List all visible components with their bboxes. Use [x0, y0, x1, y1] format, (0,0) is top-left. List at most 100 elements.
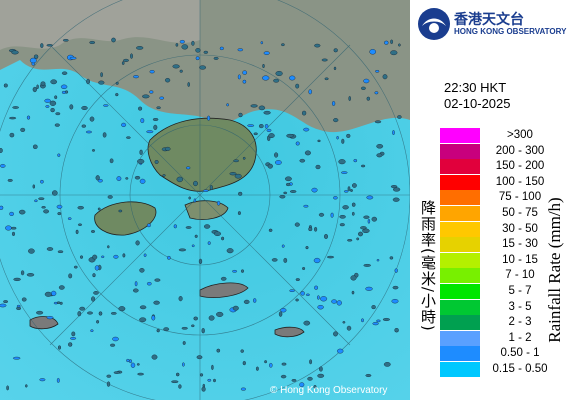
- echo: [382, 74, 388, 80]
- echo: [198, 258, 203, 265]
- island: [274, 326, 305, 338]
- echo: [125, 177, 129, 180]
- echo: [156, 106, 161, 109]
- echo: [179, 40, 185, 44]
- island: [199, 282, 249, 298]
- echo: [63, 39, 69, 42]
- echo: [5, 225, 12, 231]
- echo: [305, 246, 309, 250]
- echo: [128, 359, 132, 364]
- echo: [54, 95, 58, 99]
- echo: [101, 255, 105, 258]
- echo: [263, 51, 270, 55]
- echo: [321, 58, 328, 62]
- echo: [233, 159, 239, 163]
- echo: [295, 298, 299, 302]
- echo: [40, 43, 44, 48]
- echo: [154, 160, 159, 164]
- echo: [309, 359, 312, 365]
- echo: [390, 50, 398, 56]
- echo: [61, 71, 68, 75]
- echo: [350, 275, 357, 281]
- echo: [77, 223, 82, 226]
- echo: [191, 40, 195, 46]
- echo: [302, 110, 307, 116]
- echo: [182, 341, 186, 345]
- echo: [207, 115, 211, 121]
- echo: [350, 189, 353, 192]
- echo: [11, 231, 15, 236]
- echo: [151, 315, 156, 321]
- echo: [44, 98, 51, 103]
- echo: [68, 273, 73, 279]
- legend-label: 7 - 10: [505, 269, 535, 282]
- echo: [374, 120, 382, 124]
- echo: [393, 187, 401, 192]
- echo: [213, 378, 216, 383]
- echo: [303, 204, 309, 208]
- legend-title-zh: 降雨率(毫米/小時): [419, 200, 437, 332]
- echo: [346, 325, 352, 331]
- echo: [185, 226, 192, 229]
- echo: [351, 211, 355, 216]
- echo: [139, 305, 147, 310]
- echo: [232, 269, 238, 273]
- echo: [87, 311, 93, 315]
- legend-swatch: [440, 346, 480, 362]
- echo: [284, 176, 292, 182]
- logo-text-en: HONG KONG OBSERVATORY: [454, 27, 567, 36]
- echo: [90, 230, 95, 233]
- time: 22:30 HKT: [444, 80, 507, 95]
- lantau-island: [94, 201, 157, 236]
- echo: [342, 205, 349, 210]
- echo: [29, 57, 37, 64]
- echo: [229, 172, 237, 176]
- echo: [98, 80, 105, 85]
- echo: [356, 237, 360, 241]
- echo: [115, 92, 119, 97]
- echo: [237, 211, 241, 216]
- legend-label: 3 - 5: [508, 300, 532, 313]
- echo: [390, 39, 393, 44]
- echo: [112, 336, 119, 342]
- echo: [274, 160, 282, 165]
- echo: [0, 303, 7, 308]
- echo: [44, 291, 52, 297]
- echo: [376, 319, 381, 323]
- radar-map: [0, 0, 410, 400]
- echo: [376, 144, 384, 149]
- echo: [267, 163, 273, 169]
- echo: [134, 281, 138, 287]
- echo: [149, 90, 154, 94]
- echo: [330, 212, 334, 218]
- echo: [366, 96, 370, 101]
- echo: [347, 186, 351, 192]
- legend-swatch: [440, 299, 480, 315]
- echo: [172, 64, 180, 69]
- echo: [371, 305, 376, 310]
- echo: [240, 269, 244, 273]
- echo: [97, 207, 101, 211]
- echo: [302, 267, 306, 271]
- echo: [366, 195, 374, 200]
- echo: [324, 77, 329, 81]
- echo: [146, 282, 152, 286]
- echo: [390, 185, 398, 189]
- echo: [216, 348, 221, 353]
- legend-swatch: [440, 128, 480, 143]
- echo: [318, 212, 325, 217]
- echo: [271, 258, 278, 262]
- echo: [216, 311, 224, 317]
- echo: [398, 43, 401, 47]
- echo: [70, 336, 77, 340]
- echo: [136, 363, 140, 366]
- echo: [21, 270, 25, 276]
- echo: [59, 301, 63, 305]
- echo: [49, 100, 57, 106]
- echo: [126, 136, 131, 139]
- legend-swatch: [440, 159, 480, 175]
- echo: [238, 191, 243, 196]
- island: [29, 316, 59, 330]
- legend-swatch: [440, 174, 480, 190]
- legend-panel: 香港天文台 HONG KONG OBSERVATORY 22:30 HKT 02…: [410, 0, 577, 400]
